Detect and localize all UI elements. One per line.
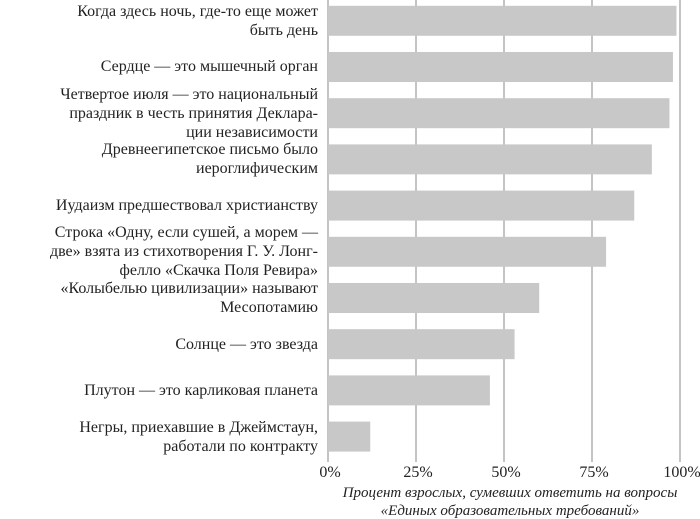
- x-tick-label: 75%: [579, 464, 609, 481]
- bar: [328, 375, 490, 406]
- y-tick-label: Негры, приехавшие в Джеймстаун, работали…: [79, 418, 318, 455]
- y-tick-label: Четвертое июля — это национальный праздн…: [60, 85, 318, 141]
- x-tick-label: 0%: [319, 464, 341, 481]
- bar: [328, 282, 540, 313]
- bar: [328, 190, 635, 221]
- y-tick-label: Иудаизм предшествовал христианству: [55, 197, 318, 215]
- x-tick-label: 50%: [491, 464, 521, 481]
- x-tick-label: 100%: [663, 464, 700, 481]
- y-tick-label: Древнеегипетское письмо было иероглифиче…: [101, 141, 318, 178]
- bar: [328, 51, 673, 82]
- bar: [328, 329, 515, 360]
- x-axis-label: Процент взрослых, сумевших ответить на в…: [342, 485, 678, 519]
- y-tick-label: Плутон — это карликовая планета: [84, 381, 318, 399]
- x-tick-label: 25%: [403, 464, 433, 481]
- bar: [328, 144, 652, 175]
- y-tick-label: Сердце — это мышечный орган: [100, 58, 318, 76]
- y-tick-label: «Колыбелью цивилизации» называют Месопот…: [60, 279, 318, 316]
- bar: [328, 421, 371, 452]
- bar: [328, 98, 670, 129]
- y-tick-label: Солнце — это звезда: [175, 335, 318, 353]
- y-tick-label: Когда здесь ночь, где-то еще может быть …: [77, 2, 318, 39]
- bar: [328, 236, 607, 267]
- y-tick-label: Строка «Одну, если сушей, а морем — две»…: [49, 224, 318, 280]
- bar: [328, 5, 677, 36]
